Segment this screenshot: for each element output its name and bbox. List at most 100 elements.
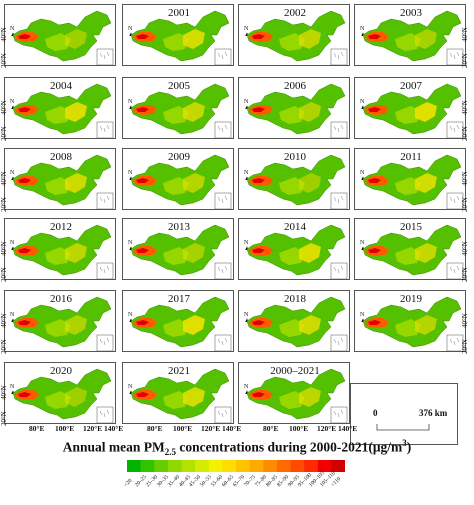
- colorbar-tick-label: <20: [123, 477, 134, 489]
- panel-year-label: 2009: [168, 151, 190, 163]
- panel-year-label: 2004: [50, 80, 72, 92]
- figure-title: Annual mean PM2.5 concentrations during …: [62, 438, 412, 458]
- latitude-label: 40°N: [0, 100, 8, 115]
- longitude-label: 80°E: [147, 424, 163, 433]
- latitude-label: 20°N: [461, 267, 469, 282]
- china-pm25-map: [12, 10, 114, 66]
- panel-year-label: 2007: [400, 80, 422, 92]
- china-pm25-map: [246, 154, 348, 210]
- china-pm25-map: [362, 296, 464, 352]
- panel-year-label: 2005: [168, 80, 190, 92]
- longitude-label: 140°E: [104, 424, 124, 433]
- china-pm25-map: [246, 296, 348, 352]
- panel-year-label: 2006: [284, 80, 306, 92]
- panel-year-label: 2011: [400, 151, 422, 163]
- china-pm25-map: [12, 83, 114, 139]
- latitude-label: 40°N: [0, 385, 8, 400]
- china-pm25-map: [12, 224, 114, 280]
- colorbar-swatch: [304, 460, 319, 472]
- longitude-label: 80°E: [29, 424, 45, 433]
- latitude-label: 20°N: [0, 411, 8, 426]
- panel-year-label: 2001: [168, 7, 190, 19]
- latitude-label: 20°N: [0, 339, 8, 354]
- longitude-label: 140°E: [222, 424, 242, 433]
- longitude-label: 100°E: [289, 424, 309, 433]
- colorbar-swatch: [331, 460, 345, 472]
- latitude-label: 40°N: [461, 171, 469, 186]
- latitude-label: 20°N: [0, 126, 8, 141]
- colorbar-swatch: [236, 460, 250, 472]
- latitude-label: 40°N: [461, 27, 469, 42]
- longitude-label: 120°E: [201, 424, 221, 433]
- colorbar-swatch: [263, 460, 278, 472]
- china-pm25-map: [246, 368, 348, 424]
- panel-year-label: 2014: [284, 221, 306, 233]
- latitude-label: 40°N: [0, 313, 8, 328]
- longitude-label: 120°E: [317, 424, 337, 433]
- latitude-label: 40°N: [0, 241, 8, 256]
- china-pm25-map: [246, 10, 348, 66]
- colorbar-swatch: [222, 460, 237, 472]
- panel-year-label: 2012: [50, 221, 72, 233]
- colorbar-swatch: [154, 460, 169, 472]
- latitude-label: 20°N: [461, 339, 469, 354]
- panel-year-label: 2019: [400, 293, 422, 305]
- scale-bar-box: 0 376 km: [350, 383, 458, 445]
- latitude-label: 20°N: [461, 126, 469, 141]
- latitude-label: 20°N: [0, 197, 8, 212]
- china-pm25-map: [362, 10, 464, 66]
- panel-year-label: 2016: [50, 293, 72, 305]
- panel-year-label: 2000–2021: [270, 365, 320, 377]
- colorbar-swatch: [208, 460, 223, 472]
- latitude-label: 40°N: [461, 241, 469, 256]
- china-pm25-map: [130, 224, 232, 280]
- panel-year-label: 2018: [284, 293, 306, 305]
- china-pm25-map: [362, 154, 464, 210]
- latitude-label: 20°N: [0, 267, 8, 282]
- colorbar-swatch: [140, 460, 155, 472]
- colorbar-tick-label: 20–25: [133, 474, 148, 489]
- panel-year-label: 2008: [50, 151, 72, 163]
- latitude-label: 20°N: [0, 53, 8, 68]
- longitude-label: 100°E: [55, 424, 75, 433]
- latitude-label: 40°N: [461, 100, 469, 115]
- china-pm25-map: [130, 10, 232, 66]
- latitude-label: 40°N: [0, 171, 8, 186]
- panel-year-label: 2015: [400, 221, 422, 233]
- colorbar-swatch: [195, 460, 210, 472]
- china-pm25-map: [130, 296, 232, 352]
- china-pm25-map: [362, 83, 464, 139]
- china-pm25-map: [12, 154, 114, 210]
- china-pm25-map: [362, 224, 464, 280]
- panel-year-label: 2010: [284, 151, 306, 163]
- colorbar-swatch: [167, 460, 182, 472]
- latitude-label: 40°N: [0, 27, 8, 42]
- colorbar-swatch: [290, 460, 305, 472]
- latitude-label: 20°N: [461, 197, 469, 212]
- longitude-label: 120°E: [83, 424, 103, 433]
- map-panel: N▲: [4, 4, 116, 66]
- panel-year-label: 2021: [168, 365, 190, 377]
- panel-year-label: 2017: [168, 293, 190, 305]
- china-pm25-map: [12, 368, 114, 424]
- colorbar-swatch: [276, 460, 291, 472]
